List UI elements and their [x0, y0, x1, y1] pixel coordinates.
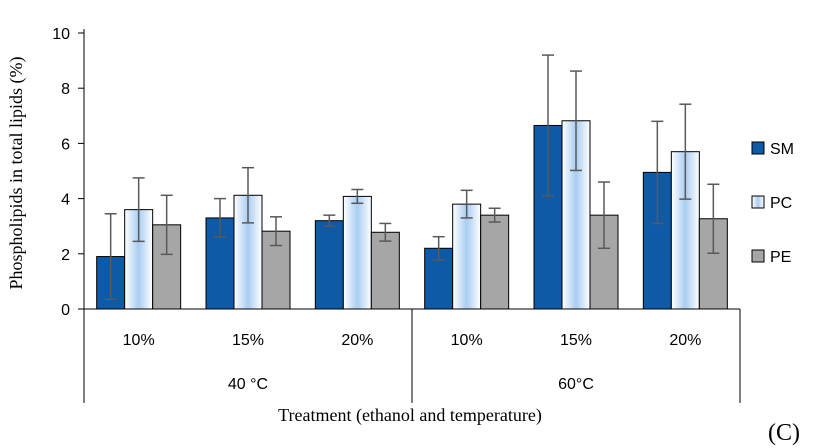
error-bar-pe [707, 183, 720, 254]
legend-item-pe: PE [751, 249, 791, 266]
x-axis-title: Treatment (ethanol and temperature) [278, 405, 542, 426]
error-bar-pc [351, 188, 364, 205]
group-label: 40 °C [228, 376, 268, 393]
legend-label: PE [770, 249, 791, 266]
series-pe [152, 181, 728, 310]
series-sm [96, 54, 672, 310]
error-bar-pe [160, 194, 173, 256]
legend-swatch [751, 141, 765, 155]
bar-pc [342, 195, 372, 310]
bar-sm [314, 220, 344, 310]
y-tick-label: 6 [61, 136, 70, 153]
y-axis-title: Phospholipids in total lipids (%) [6, 56, 27, 289]
y-tick-label: 8 [61, 81, 70, 98]
error-bar-sm [432, 235, 445, 261]
legend-swatch [751, 249, 765, 263]
bars [96, 54, 728, 310]
legend: SM PC PE [751, 141, 794, 266]
error-bar-sm [104, 213, 117, 301]
error-bar-sm [323, 214, 336, 227]
legend-swatch [751, 195, 765, 209]
error-bar-pe [488, 207, 501, 223]
group-label: 60°C [558, 376, 594, 393]
panel-label: (C) [768, 420, 800, 446]
error-bar-pc [570, 70, 582, 172]
legend-label: PC [770, 195, 792, 212]
error-bar-pc [679, 103, 692, 200]
x-tick-label: 15% [232, 332, 264, 349]
error-bar-pe [598, 181, 610, 250]
x-tick-label: 10% [451, 332, 483, 349]
x-axis: 10% 15% 20% 10% 15% 20% 40 °C 60°C [83, 308, 741, 403]
legend-label: SM [770, 141, 794, 158]
error-bar-pc [132, 177, 145, 243]
y-tick-label: 0 [61, 302, 70, 319]
y-tick-label: 4 [61, 192, 70, 209]
error-bar-pe [270, 216, 282, 247]
error-bar-pe [379, 222, 392, 242]
x-tick-label: 20% [341, 332, 373, 349]
error-bar-sm [214, 197, 226, 238]
bar-pe [370, 231, 400, 310]
y-tick-label: 2 [61, 247, 70, 264]
error-bar-sm [651, 120, 664, 225]
bar-pe [480, 214, 510, 310]
error-bar-pc [460, 189, 473, 219]
legend-item-sm: SM [751, 141, 794, 158]
error-bar-sm [542, 54, 554, 197]
legend-item-pc: PC [751, 195, 792, 212]
y-axis: 0 2 4 6 8 10 [52, 26, 85, 319]
error-bar-pc [242, 166, 254, 224]
series-pc [124, 70, 700, 310]
y-tick-label: 10 [52, 26, 70, 43]
x-tick-label: 10% [123, 332, 155, 349]
x-tick-label: 20% [669, 332, 701, 349]
bar-pc [452, 203, 482, 310]
x-tick-label: 15% [560, 332, 592, 349]
